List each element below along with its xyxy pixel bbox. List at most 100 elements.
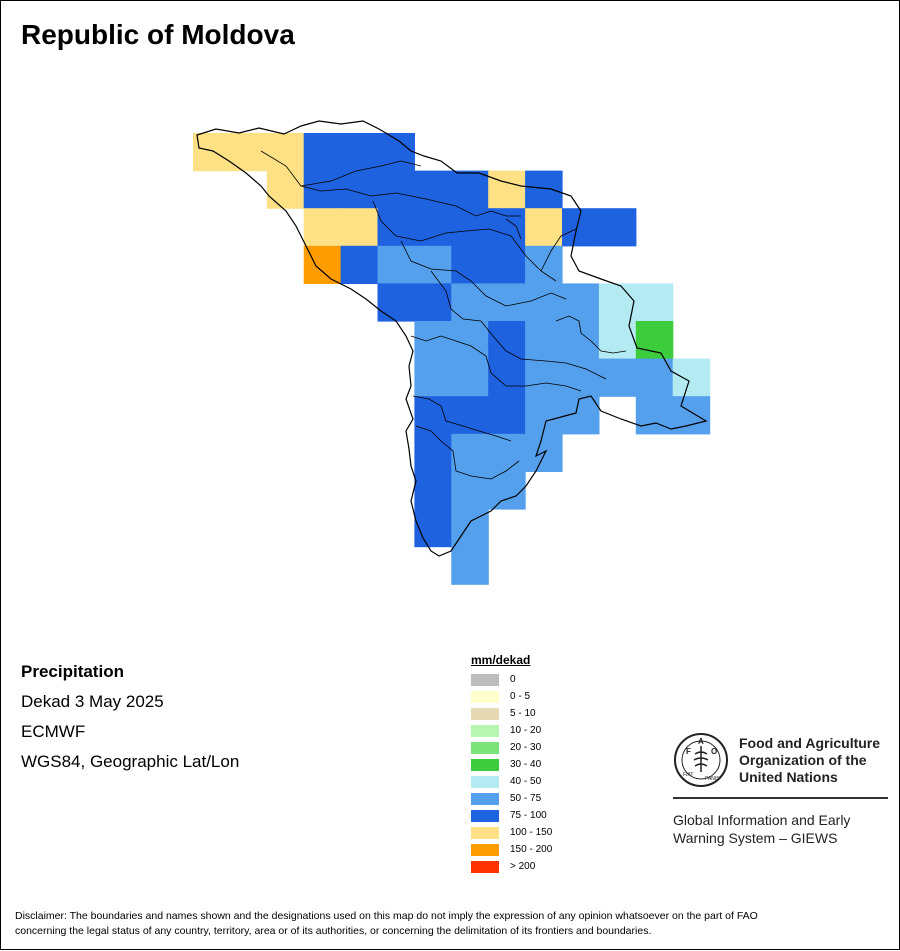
grid-cell	[414, 283, 452, 322]
grid-cell	[340, 208, 379, 247]
grid-cell	[451, 245, 489, 284]
grid-cell	[303, 245, 342, 284]
legend-item: 20 - 30	[471, 739, 552, 756]
grid-cell	[488, 170, 526, 209]
grid-cell	[488, 283, 526, 322]
precipitation-grid	[193, 133, 711, 585]
grid-cell	[414, 170, 452, 209]
grid-cell	[562, 208, 600, 247]
grid-cell	[525, 321, 563, 360]
legend: mm/dekad 0 0 - 5 5 - 10 10 - 20 20 - 30 30 - …	[471, 653, 552, 875]
grid-cell	[525, 433, 563, 472]
disclaimer-line1: Disclaimer: The boundaries and names sho…	[15, 910, 758, 922]
grid-cell	[488, 208, 526, 247]
info-source: ECMWF	[21, 722, 86, 741]
legend-swatch	[471, 775, 499, 788]
legend-item: 30 - 40	[471, 756, 552, 773]
legend-item: 0 - 5	[471, 688, 552, 705]
legend-label: 0 - 5	[510, 691, 531, 702]
grid-cell	[340, 133, 379, 172]
legend-item: 0	[471, 671, 552, 688]
grid-cell	[303, 133, 342, 172]
grid-cell	[451, 283, 489, 322]
legend-swatch	[471, 792, 499, 805]
svg-text:FIAT: FIAT	[683, 772, 693, 778]
grid-cell	[377, 208, 415, 247]
fao-name-line2: Organization of the	[739, 751, 867, 768]
legend-label: 0	[510, 674, 516, 685]
legend-swatch	[471, 724, 499, 737]
grid-cell	[525, 170, 563, 209]
legend-swatch	[471, 809, 499, 822]
grid-cell	[451, 208, 489, 247]
grid-cell	[451, 396, 489, 435]
grid-cell	[488, 245, 526, 284]
district-boundaries	[260, 150, 627, 480]
fao-name-line1: Food and Agriculture	[739, 734, 881, 751]
grid-cell	[193, 133, 231, 172]
legend-label: 100 - 150	[510, 827, 553, 838]
svg-text:A: A	[698, 737, 704, 746]
grid-cell	[451, 321, 489, 360]
grid-cell	[562, 358, 600, 397]
grid-cell	[635, 283, 674, 322]
legend-swatch	[471, 690, 499, 703]
legend-item: 50 - 75	[471, 790, 552, 807]
legend-label: > 200	[510, 861, 536, 872]
disclaimer-line2: concerning the legal status of any count…	[15, 925, 652, 937]
legend-label: 40 - 50	[510, 776, 542, 787]
grid-cell	[525, 283, 563, 322]
info-variable: Precipitation	[21, 662, 124, 681]
grid-cell	[488, 358, 526, 397]
map-title: Republic of Moldova	[21, 19, 295, 50]
giews-line1: Global Information and Early	[673, 812, 851, 828]
grid-cell	[562, 321, 600, 360]
legend-item: 150 - 200	[471, 841, 552, 858]
grid-cell	[598, 321, 637, 360]
legend-title: mm/dekad	[471, 653, 531, 667]
grid-cell	[451, 546, 489, 585]
legend-item: 40 - 50	[471, 773, 552, 790]
giews-name: Global Information and Early Warning Sys…	[673, 811, 889, 847]
grid-cell	[598, 358, 637, 397]
grid-cell	[266, 170, 305, 209]
grid-cell	[414, 321, 452, 360]
giews-line2: Warning System – GIEWS	[673, 830, 838, 846]
legend-swatch	[471, 826, 499, 839]
grid-cell	[377, 283, 415, 322]
grid-cell	[525, 358, 563, 397]
grid-cell	[377, 170, 415, 209]
grid-cell	[414, 208, 452, 247]
disclaimer: Disclaimer: The boundaries and names sho…	[15, 909, 885, 939]
grid-cell	[488, 396, 526, 435]
grid-cell	[303, 208, 342, 247]
grid-cell	[451, 471, 489, 510]
map-info: Precipitation Dekad 3 May 2025 ECMWF WGS…	[21, 657, 239, 777]
grid-cell	[562, 283, 600, 322]
grid-cell	[414, 471, 452, 510]
grid-cell	[340, 245, 379, 284]
grid-cell	[414, 433, 452, 472]
fao-block: F A O FIAT PANIS Food and Agriculture Or…	[673, 732, 889, 847]
svg-text:O: O	[711, 747, 717, 756]
legend-swatch	[471, 673, 499, 686]
svg-text:PANIS: PANIS	[705, 776, 720, 782]
grid-cell	[525, 208, 563, 247]
legend-label: 50 - 75	[510, 793, 542, 804]
legend-item: > 200	[471, 858, 552, 875]
fao-logo-icon: F A O FIAT PANIS	[674, 733, 728, 787]
legend-swatch	[471, 707, 499, 720]
info-projection: WGS84, Geographic Lat/Lon	[21, 752, 240, 771]
legend-item: 10 - 20	[471, 722, 552, 739]
legend-item: 5 - 10	[471, 705, 552, 722]
legend-swatch	[471, 741, 499, 754]
grid-cell	[451, 358, 489, 397]
country-outline	[196, 120, 708, 557]
grid-cell	[672, 396, 711, 435]
grid-cell	[488, 433, 526, 472]
fao-name: Food and Agriculture Organization of the…	[739, 735, 880, 786]
grid-cell	[340, 170, 379, 209]
legend-item: 100 - 150	[471, 824, 552, 841]
svg-text:F: F	[686, 747, 691, 756]
